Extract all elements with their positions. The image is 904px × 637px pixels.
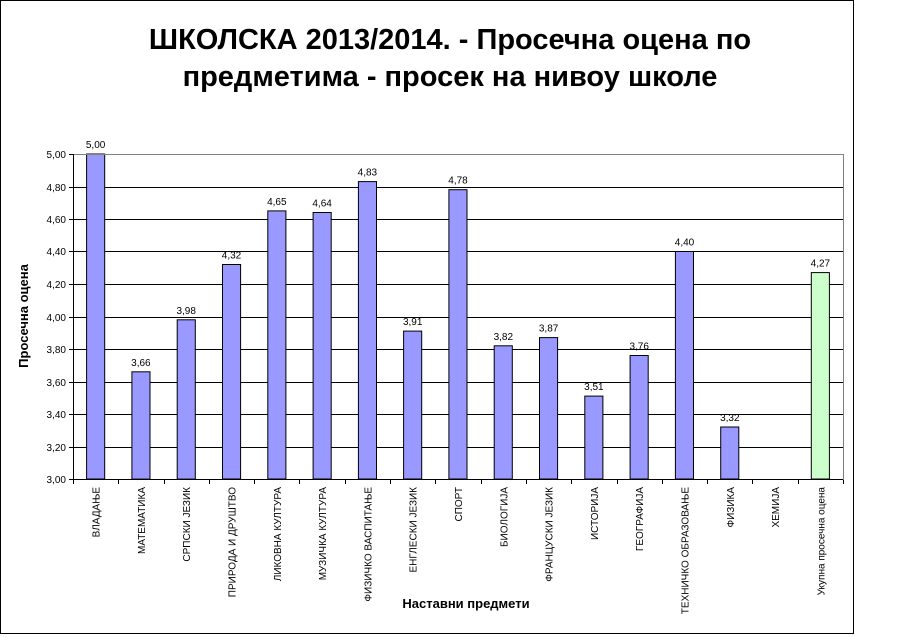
data-label: 4,78 [448, 176, 468, 187]
x-tick-label: ХЕМИЈА [771, 487, 782, 528]
x-tick-label: СРПСКИ ЈЕЗИК [182, 487, 193, 562]
y-tick-label: 3,40 [47, 410, 67, 421]
bar [720, 426, 740, 480]
bar [539, 337, 559, 480]
x-tick-label: СПОРТ [454, 487, 465, 522]
data-label: 3,87 [539, 324, 559, 335]
data-label: 4,83 [358, 168, 378, 179]
bar [448, 189, 468, 480]
bar [493, 345, 513, 480]
x-tick-label: ИСТОРИЈА [590, 487, 601, 540]
x-tick-label: ФРАНЦУСКИ ЈЕЗИК [545, 487, 556, 582]
x-tick-label: ФИЗИКА [726, 487, 737, 528]
bar [629, 355, 649, 480]
y-axis-title: Просечна оцена [16, 263, 31, 367]
x-tick-label: ВЛАДАЊЕ [92, 487, 103, 538]
x-tick-label: ЕНГЛЕСКИ ЈЕЗИК [409, 487, 420, 573]
data-label: 3,76 [629, 342, 649, 353]
data-label: 3,82 [494, 332, 514, 343]
x-tick-label: МУЗИЧКА КУЛТУРА [318, 487, 329, 581]
y-tick-label: 3,80 [47, 345, 67, 356]
data-label: 4,64 [312, 199, 332, 210]
data-label: 3,32 [720, 413, 740, 424]
data-label: 3,98 [176, 306, 196, 317]
y-tick-label: 3,00 [47, 475, 67, 486]
y-tick-label: 5,00 [47, 150, 67, 161]
y-tick-label: 4,60 [47, 215, 67, 226]
bar [176, 319, 196, 480]
chart-title-line-1: ШКОЛСКА 2013/2014. - Просечна оцена по [148, 24, 752, 56]
x-tick-label: ПРИРОДА И ДРУШТВО [228, 487, 239, 597]
bar [584, 395, 604, 480]
data-label: 4,27 [811, 259, 831, 270]
y-tick-label: 4,00 [47, 313, 67, 324]
data-label: 4,40 [675, 238, 695, 249]
label-layer: 5,00 ВЛАДАЊЕ 3,66 МАТЕМАТИКА 3,98 СРПСКИ ЈЕЗИ… [86, 140, 831, 614]
data-label: 3,66 [131, 358, 151, 369]
bar [357, 181, 377, 480]
x-tick-label: Укупна просечна оцена [816, 487, 827, 596]
chart-border [0, 0, 854, 634]
bar [86, 153, 106, 480]
y-tick-label: 4,80 [47, 183, 67, 194]
x-tick-label: МАТЕМАТИКА [137, 487, 148, 554]
bar [222, 264, 242, 480]
chart-title-line-2: предметима - просек на нивоу школе [182, 61, 718, 93]
y-tick-label: 4,20 [47, 280, 67, 291]
bar [810, 272, 830, 480]
y-tick-label: 3,60 [47, 378, 67, 389]
data-label: 3,91 [403, 317, 423, 328]
bar [267, 210, 287, 480]
x-tick-label: БИОЛОГИЈА [499, 487, 510, 547]
x-tick-label: ФИЗИЧКО ВАСПИТАЊЕ [363, 487, 374, 602]
x-tick-label: ГЕОГРАФИЈА [635, 487, 646, 551]
data-label: 4,32 [222, 251, 242, 262]
y-tick-label: 4,40 [47, 247, 67, 258]
x-tick-label: ЛИКОВНА КУЛТУРА [273, 487, 284, 582]
chart-title: ШКОЛСКА 2013/2014. - Просечна оцена по п… [40, 22, 860, 96]
bar [312, 212, 332, 480]
data-label: 3,51 [584, 382, 604, 393]
y-tick-label: 3,20 [47, 443, 67, 454]
bar [403, 330, 423, 480]
x-axis-title: Наставни предмети [402, 596, 529, 611]
bar [131, 371, 151, 480]
axis-layer: 3,00 3,20 3,40 3,60 3,80 4,00 4,20 4,40 4,60 4,80… [47, 150, 844, 486]
x-tick-label: ТЕХНИЧКО ОБРАЗОВАЊЕ [681, 487, 692, 615]
bar [674, 251, 695, 480]
bar-layer [86, 153, 830, 480]
data-label: 5,00 [86, 140, 106, 151]
data-label: 4,65 [267, 197, 287, 208]
